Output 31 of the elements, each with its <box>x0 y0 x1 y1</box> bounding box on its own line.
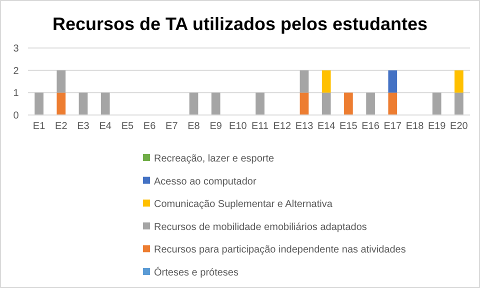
y-tick-label: 1 <box>13 88 20 100</box>
x-tick-label: E16 <box>362 121 380 132</box>
x-tick-label: E4 <box>99 121 112 132</box>
x-tick-label: E6 <box>143 121 156 132</box>
x-tick-label: E3 <box>77 121 90 132</box>
x-tick-label: E11 <box>252 121 270 132</box>
y-tick-label: 3 <box>13 44 20 54</box>
legend-label: Acesso ao computador <box>154 176 257 188</box>
x-tick-label: E18 <box>406 121 424 132</box>
x-tick-label: E2 <box>55 121 68 132</box>
x-tick-label: E13 <box>295 121 314 132</box>
x-tick-label: E1 <box>32 121 46 132</box>
x-tick-label: E14 <box>317 121 336 132</box>
y-tick-label: 0 <box>13 110 20 122</box>
x-tick-label: E12 <box>273 121 292 132</box>
legend-label: Recursos de mobilidade emobiliários adaptados <box>154 222 367 233</box>
legend-label: Comunicação Suplementar e Alternativa <box>154 199 333 210</box>
x-tick-label: E19 <box>428 121 446 132</box>
x-tick-label: E5 <box>121 121 134 132</box>
x-tick-label: E15 <box>340 121 358 132</box>
x-tick-label: E7 <box>166 121 178 132</box>
x-tick-label: E8 <box>188 121 200 132</box>
legend-label: Órteses e próteses <box>154 266 238 278</box>
x-tick-label: E10 <box>229 121 248 132</box>
x-tick-label: E9 <box>210 121 222 132</box>
chart-title: Recursos de TA utilizados pelos estudantes <box>52 14 428 34</box>
y-tick-label: 2 <box>13 66 20 77</box>
x-tick-label: E17 <box>384 121 402 132</box>
legend-label: Recursos para participação independente nas atividades <box>154 244 406 256</box>
x-tick-label: E20 <box>450 121 468 132</box>
legend-label: Recreação, lazer e esporte <box>154 154 274 164</box>
